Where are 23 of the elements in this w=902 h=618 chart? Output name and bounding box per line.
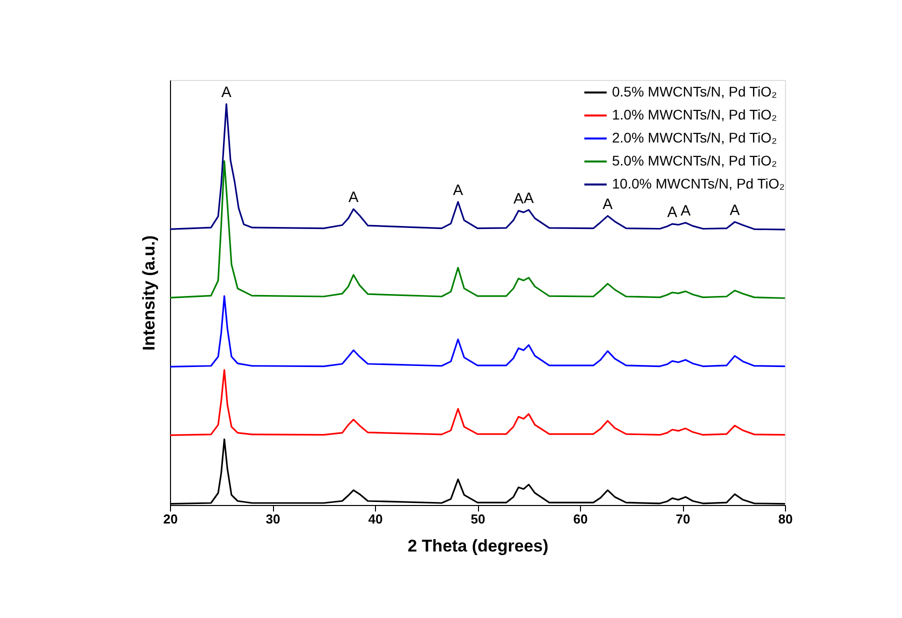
legend-label: 10.0% MWCNTs/N, Pd TiO₂ (612, 176, 785, 192)
x-tick-label: 50 (470, 512, 486, 526)
legend-label: 0.5% MWCNTs/N, Pd TiO₂ (612, 84, 777, 100)
x-tick-label: 60 (573, 512, 588, 526)
legend-label: 2.0% MWCNTs/N, Pd TiO₂ (612, 130, 777, 146)
annotation: A (453, 182, 464, 199)
legend-label: 5.0% MWCNTs/N, Pd TiO₂ (612, 152, 777, 168)
annotation: A (730, 202, 740, 219)
legend-label: 1.0% MWCNTs/N, Pd TiO₂ (612, 106, 777, 122)
annotation: A (667, 204, 678, 221)
x-tick-label: 70 (676, 512, 690, 526)
y-axis-title: Intensity (a.u.) (140, 235, 158, 351)
x-tick-label: 20 (163, 512, 178, 526)
annotation: A (221, 84, 232, 102)
annotation: A (348, 189, 358, 206)
x-tick-label: 80 (778, 512, 793, 526)
annotation: A (513, 190, 524, 208)
x-tick-label: 40 (368, 512, 383, 526)
annotation: A (680, 202, 691, 220)
x-axis-title: 2 Theta (degrees) (408, 536, 548, 556)
annotation: A (524, 190, 534, 207)
annotation: A (602, 196, 613, 213)
x-tick-label: 30 (266, 512, 280, 526)
